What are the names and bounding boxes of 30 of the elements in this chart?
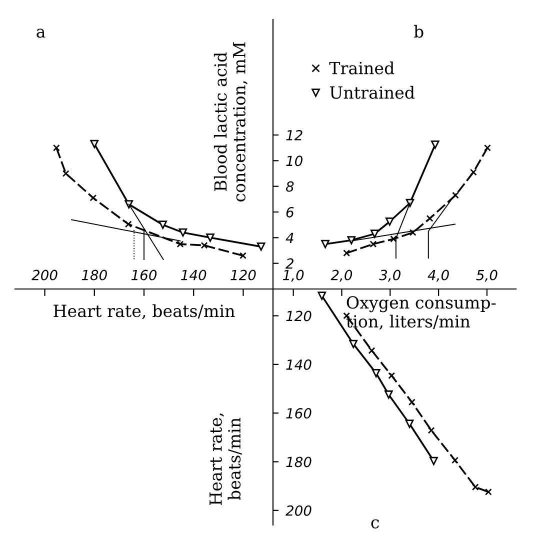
x-axis-title: Oxygen consump- tion, liters/min [346, 296, 496, 330]
x-tick-label: 160 [131, 270, 157, 280]
x-tick-label: 120 [230, 270, 256, 280]
y-tick-label: 4 [286, 232, 294, 243]
x-tick-label: 2,0 [330, 270, 352, 282]
x-tick-label: 140 [181, 270, 206, 280]
y-tick-label: 12 [286, 130, 302, 140]
legend-label: Untrained [330, 86, 415, 99]
y-tick-label: 6 [286, 206, 294, 218]
chart-title: a [36, 28, 46, 38]
y-tick-label: 200 [286, 505, 312, 516]
text: c [371, 519, 379, 528]
y-tick-label: 2 [286, 258, 294, 269]
x-tick-label: 4,0 [428, 270, 449, 282]
x-axis-title: Heart rate, beats/min [54, 304, 235, 320]
y-tick-label: 160 [286, 408, 312, 419]
x-tick-label: 180 [82, 270, 107, 280]
y-axis-title: Heart rate, beats/min [210, 414, 242, 506]
y-tick-label: 180 [286, 456, 312, 468]
legend-label: Trained [329, 61, 394, 74]
x-tick-label: 5,0 [476, 270, 498, 282]
x-tick-label: 1,0 [282, 270, 304, 282]
y-axis-title: Blood lactic acid concentration, mM [214, 42, 248, 202]
y-tick-label: 10 [286, 156, 302, 166]
y-tick-label: 8 [286, 181, 294, 192]
chart-title: b [414, 24, 424, 38]
x-tick-label: 200 [32, 270, 58, 280]
y-tick-label: 140 [286, 359, 312, 370]
x-tick-label: 3,0 [379, 270, 400, 282]
y-tick-label: 120 [286, 310, 312, 322]
